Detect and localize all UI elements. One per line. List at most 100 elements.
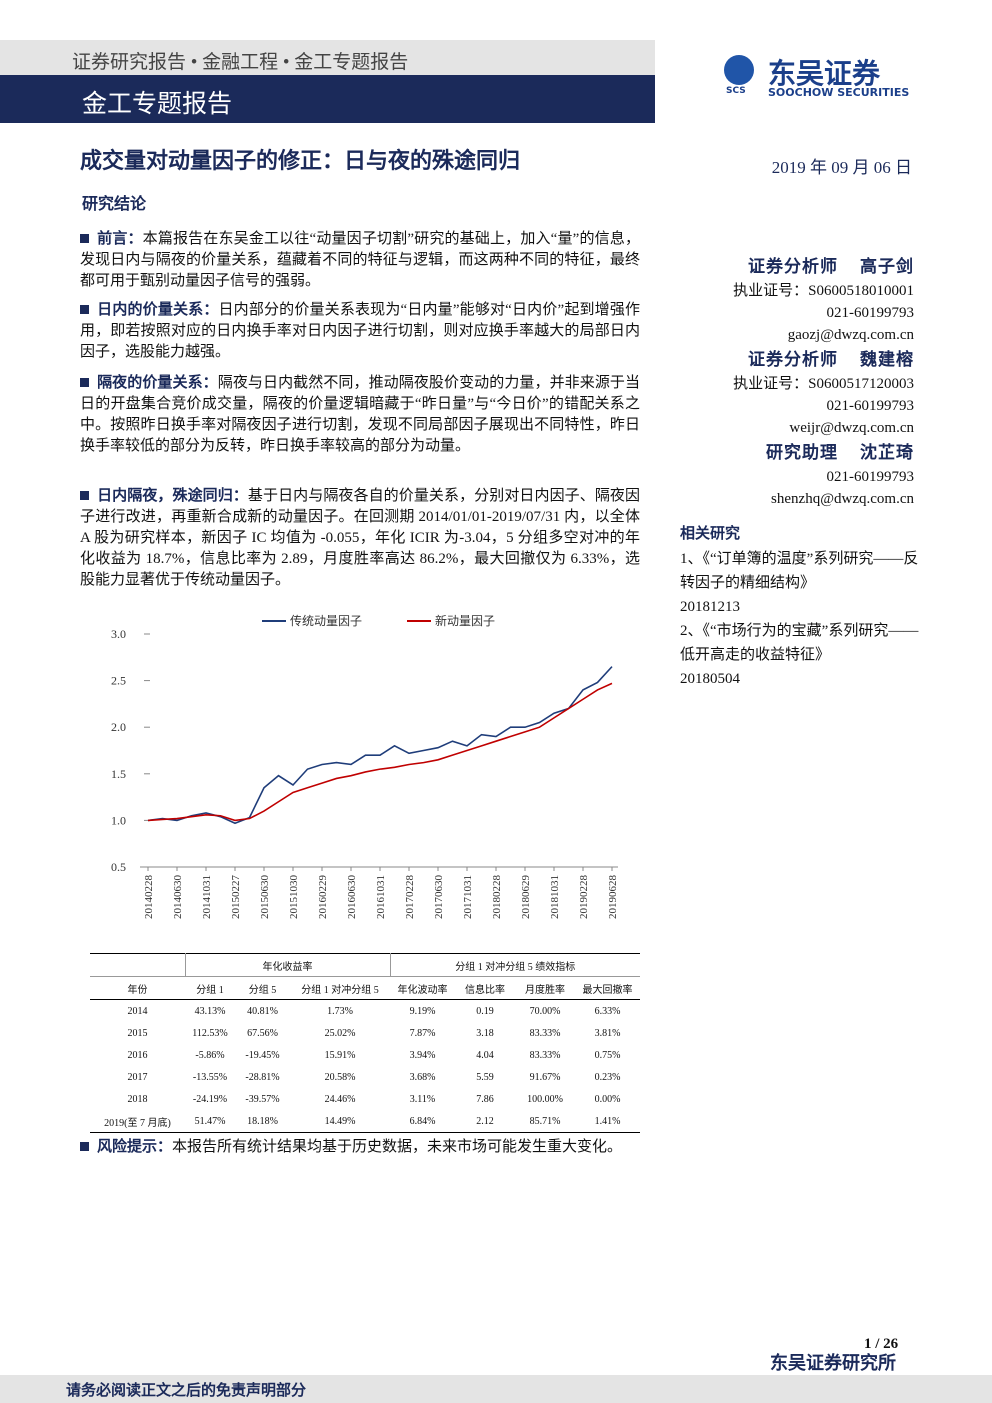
table-cell: 85.71%: [529, 1115, 561, 1127]
analyst-email: gaozj@dwzq.com.cn: [787, 327, 914, 343]
table-row: 2017 -13.55% -28.81% 20.58% 3.68% 5.59 91.67% 0…: [90, 1066, 640, 1088]
table-row: 2014 43.13% 40.81% 1.73% 9.19% 0.19 70.00% 6.33…: [90, 1000, 640, 1023]
y-tick-label: 0.5: [111, 860, 126, 874]
x-tick-label: 20190628: [607, 875, 619, 920]
table-cell: 6.33%: [594, 1005, 621, 1017]
analyst: 证券分析师 高子剑 执业证号：S0600518010001 021-60199793 g…: [650, 254, 914, 346]
table-row: 2019(至 7 月底) 51.47% 18.18% 14.49% 6.84% 2.12 8…: [90, 1110, 640, 1133]
analyst: 研究助理 沈芷琦 021-60199793 shenzhq@dwzq.com.cn: [650, 440, 914, 510]
x-tick-label: 20190228: [578, 875, 590, 920]
table-cell: 7.86: [476, 1093, 494, 1105]
table-cell: 6.84%: [409, 1115, 436, 1127]
table-cell: 15.91%: [324, 1049, 356, 1061]
related-title: 相关研究: [680, 526, 741, 542]
table: 年化收益率 分组 1 对冲分组 5 绩效指标 年份 分组 1 分组 5 分组 1 对冲分…: [90, 953, 640, 1133]
bullet-text: 本篇报告在东吴金工以往“动量因子切割”研究的基础上，加入“量”的信息，发现日内与…: [80, 231, 640, 289]
analyst-name: 沈芷琦: [860, 443, 914, 462]
table-cell: -19.45%: [245, 1049, 280, 1061]
risk: 风险提示：本报告所有统计结果均基于历史数据，未来市场可能发生重大变化。: [80, 1137, 640, 1158]
logo-cn: 东吴证券: [768, 57, 881, 90]
table-cell: 67.56%: [247, 1027, 278, 1039]
chart: 0.5 1.0 1.5 2.0 2.5 3.0 20140228 20140630 201410…: [111, 613, 619, 920]
table-cell: 112.53%: [192, 1027, 228, 1039]
line: [147, 682, 613, 822]
breadcrumb-bar: 证券研究报告 • 金融工程 • 金工专题报告: [0, 40, 655, 75]
line: [147, 666, 613, 825]
analyst-heading: 研究助理 沈芷琦: [650, 440, 914, 466]
analyst-email: weijr@dwzq.com.cn: [789, 420, 914, 436]
logo-abbr: SCS: [726, 86, 746, 96]
analyst-heading: 证券分析师 高子剑: [650, 254, 914, 280]
page-number: 1 / 26: [864, 1336, 899, 1352]
table-cell: 2017: [127, 1071, 148, 1083]
x-tick-label: 20151030: [288, 875, 300, 920]
table-cell: 0.23%: [594, 1071, 621, 1083]
table-cell: -39.57%: [245, 1093, 280, 1105]
bullet: 日内的价量关系：日内部分的价量关系表现为“日内量”能够对“日内价”起到增强作用，…: [80, 300, 640, 363]
bullet-lead: 日内隔夜，殊途同归：: [97, 488, 248, 504]
analyst-phone: 021-60199793: [826, 398, 915, 414]
bullet-lead: 前言：: [97, 231, 143, 247]
table-cell: 3.94%: [409, 1049, 436, 1061]
table-cell: 2016: [127, 1049, 148, 1061]
column-header: 年化波动率: [397, 984, 448, 996]
column-header: 信息比率: [465, 984, 505, 996]
analyst-role: 证券分析师: [748, 350, 838, 369]
institute: 东吴证券研究所: [770, 1353, 896, 1373]
table-cell: 0.75%: [594, 1049, 621, 1061]
group-header: 年化收益率: [184, 953, 390, 977]
section: 研究结论: [82, 196, 147, 213]
x-tick-label: 20180228: [491, 875, 503, 920]
y-tick-label: 2.0: [111, 720, 126, 734]
table-cell: -28.81%: [245, 1071, 280, 1083]
table-cell: 43.13%: [194, 1005, 226, 1017]
related-title: 1、《“订单簿的温度”系列研究——反转因子的精细结构》: [680, 551, 919, 591]
table-cell: 25.02%: [324, 1027, 356, 1039]
x-tick-label: 20141031: [201, 875, 213, 919]
legend-label: 新动量因子: [435, 613, 495, 628]
table-cell: 40.81%: [247, 1005, 278, 1017]
table-cell: 0.19: [476, 1005, 494, 1017]
x-tick-label: 20150630: [259, 875, 271, 920]
logo-en: SOOCHOW SECURITIES: [768, 86, 910, 99]
table-cell: 91.67%: [529, 1071, 561, 1083]
x-tick-label: 20160229: [317, 875, 329, 920]
bullet-lead: 隔夜的价量关系：: [97, 375, 218, 391]
disclaimer: 请务必阅读正文之后的免责声明部分: [66, 1383, 307, 1399]
x-tick-label: 20180629: [520, 875, 532, 920]
table-cell: 5.59: [476, 1071, 494, 1083]
analysts: 证券分析师 高子剑 执业证号：S0600518010001 021-60199793 g…: [650, 254, 914, 511]
x-tick-label: 20150227: [230, 875, 242, 920]
breadcrumb: 证券研究报告 • 金融工程 • 金工专题报告: [72, 52, 409, 73]
table-cell: 9.19%: [409, 1005, 436, 1017]
x-tick-label: 20170630: [433, 875, 445, 920]
column-header: 分组 5: [248, 984, 277, 996]
table-cell: 4.04: [476, 1049, 494, 1061]
analyst-phone: 021-60199793: [826, 305, 915, 321]
table-cell: 51.47%: [194, 1115, 226, 1127]
table-row: 2016 -5.86% -19.45% 15.91% 3.94% 4.04 83.33% 0.…: [90, 1044, 640, 1066]
table-cell: 3.81%: [594, 1027, 621, 1039]
risk-lead: 风险提示：: [97, 1139, 173, 1155]
logo-icon: [724, 55, 754, 85]
table-cell: 7.87%: [409, 1027, 436, 1039]
table-cell: 70.00%: [529, 1005, 561, 1017]
x-tick-label: 20161031: [375, 875, 387, 919]
y-tick-label: 1.5: [111, 767, 126, 781]
date: 2019 年 09 月 06 日: [771, 158, 912, 177]
table-cell: 2018: [127, 1093, 148, 1105]
risk-text: 本报告所有统计结果均基于历史数据，未来市场可能发生重大变化。: [172, 1139, 623, 1155]
y-tick-label: 1.0: [111, 813, 126, 827]
table-cell: 2014: [127, 1005, 148, 1017]
analyst-name: 高子剑: [860, 257, 914, 276]
related-date: 20181213: [680, 599, 740, 615]
y-tick-label: 2.5: [111, 674, 126, 688]
table-cell: 2015: [127, 1027, 148, 1039]
column-header: 分组 1 对冲分组 5: [301, 984, 379, 996]
analyst-cert: 执业证号：S0600517120003: [733, 376, 914, 392]
bullet-text: 隔夜与日内截然不同，推动隔夜股价变动的力量，并非来源于当日的开盘集合竞价成交量，…: [80, 375, 640, 454]
band-title: 金工专题报告: [82, 91, 233, 118]
bullet-text: 日内部分的价量关系表现为“日内量”能够对“日内价”起到增强作用，即若按照对应的日…: [80, 302, 640, 360]
related: 1、《“订单簿的温度”系列研究——反转因子的精细结构》 20181213 2、《“市…: [680, 547, 920, 691]
